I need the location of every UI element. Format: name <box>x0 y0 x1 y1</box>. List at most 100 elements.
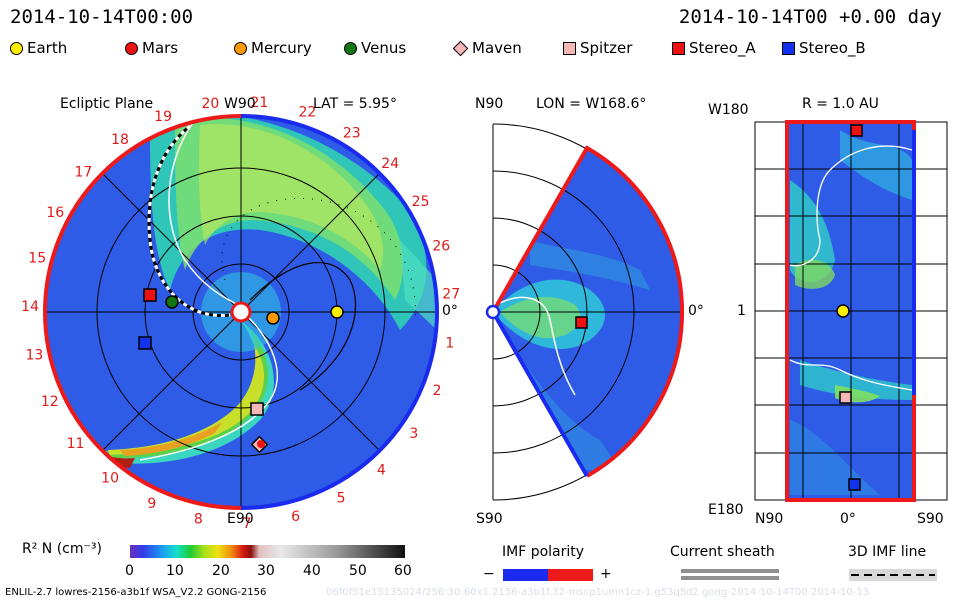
mercury-marker-icon <box>266 311 280 325</box>
legend-stereo-b: Stereo_B <box>782 39 866 57</box>
carrington-tick-9: 9 <box>147 496 156 512</box>
imf-polarity-negative-swatch <box>503 569 548 581</box>
stereo-b-marker-icon <box>138 336 152 350</box>
latitude-label: LAT = 5.95° <box>313 96 397 112</box>
radius-label: R = 1.0 AU <box>802 96 879 112</box>
ecliptic-plane-plot <box>42 114 440 510</box>
colorbar-tick: 60 <box>394 563 412 579</box>
imf-line-swatch <box>849 569 937 581</box>
stereo-a-marker-icon <box>143 288 157 302</box>
mercury-marker-icon <box>234 41 247 55</box>
carrington-tick-18: 18 <box>111 132 129 148</box>
carrington-tick-11: 11 <box>67 436 85 452</box>
colorbar-tick: 40 <box>303 563 321 579</box>
spitzer-marker-icon <box>563 41 576 55</box>
ecliptic-right-label: 0° <box>442 303 458 319</box>
start-time: 2014-10-14T00:00 <box>10 6 194 28</box>
venus-marker-icon <box>344 41 357 55</box>
spitzer-marker-icon <box>839 391 852 404</box>
stereo-a-marker-icon <box>672 41 685 55</box>
stereo-a-marker-icon <box>575 316 588 329</box>
earth-marker-icon <box>10 41 23 55</box>
carrington-tick-21: 21 <box>250 95 268 111</box>
colorbar-tick: 20 <box>212 563 230 579</box>
carrington-tick-24: 24 <box>381 156 399 172</box>
current-time: 2014-10-14T00 +0.00 day <box>678 6 942 28</box>
legend-label: Mercury <box>251 39 312 57</box>
ecliptic-title: Ecliptic Plane <box>60 96 154 112</box>
imf-polarity-plus: + <box>600 566 612 582</box>
legend-label: Stereo_A <box>689 39 756 57</box>
stereo-a-marker-icon <box>850 124 863 137</box>
carrington-tick-6: 6 <box>291 509 300 525</box>
legend-label: Earth <box>27 39 68 57</box>
current-sheath-swatch <box>681 569 779 580</box>
colorbar-tick: 30 <box>257 563 275 579</box>
carrington-tick-14: 14 <box>21 299 39 315</box>
meridional-top-label: N90 <box>475 96 504 112</box>
radial-top-left-label: W180 <box>708 102 749 118</box>
legend-mercury: Mercury <box>234 39 312 57</box>
legend-label: Maven <box>472 39 522 57</box>
carrington-tick-15: 15 <box>28 250 46 266</box>
polarity-ring-negative <box>240 114 440 510</box>
earth-marker-icon <box>330 305 344 319</box>
radial-x-mid-label: 0° <box>840 511 856 527</box>
carrington-tick-10: 10 <box>101 471 119 487</box>
meridional-bottom-label: S90 <box>476 511 503 527</box>
carrington-tick-16: 16 <box>46 205 64 221</box>
carrington-tick-17: 17 <box>74 165 92 181</box>
legend-label: Spitzer <box>580 39 633 57</box>
carrington-tick-12: 12 <box>41 394 59 410</box>
run-info: 06f0f51e15135024/256:30:60x1.2156-a3b1f.… <box>326 587 870 598</box>
radial-x-right-label: S90 <box>917 511 944 527</box>
radial-x-left-label: N90 <box>755 511 784 527</box>
carrington-tick-25: 25 <box>412 194 430 210</box>
carrington-tick-2: 2 <box>433 383 442 399</box>
carrington-tick-23: 23 <box>343 125 361 141</box>
legend-mars: Mars <box>125 39 178 57</box>
carrington-tick-20: 20 <box>201 96 219 112</box>
imf-polarity-minus: − <box>483 566 495 582</box>
radial-mid-left-label: 1 <box>737 303 746 319</box>
sun-icon <box>230 301 252 323</box>
legend-stereo-a: Stereo_A <box>672 39 756 57</box>
legend-earth: Earth <box>10 39 67 57</box>
venus-marker-icon <box>165 295 179 309</box>
current-sheath-label: Current sheath <box>670 544 775 560</box>
carrington-tick-5: 5 <box>337 491 346 507</box>
radial-plane-plot <box>754 120 948 502</box>
earth-marker-icon <box>836 304 850 318</box>
sun-icon <box>485 304 501 320</box>
carrington-tick-13: 13 <box>25 348 43 364</box>
carrington-tick-26: 26 <box>432 239 450 255</box>
colorbar-label: R² N (cm⁻³) <box>22 541 102 557</box>
carrington-tick-22: 22 <box>298 105 316 121</box>
ecliptic-top-label: W90 <box>224 96 256 112</box>
carrington-tick-27: 27 <box>442 287 460 303</box>
carrington-tick-8: 8 <box>194 512 203 528</box>
imf-polarity-positive-swatch <box>548 569 593 581</box>
meridional-current-sheet <box>495 296 576 396</box>
meridional-right-label: 0° <box>688 303 704 319</box>
legend-label: Mars <box>142 39 179 57</box>
longitude-label: LON = W168.6° <box>536 96 647 112</box>
carrington-tick-19: 19 <box>154 109 172 125</box>
carrington-tick-3: 3 <box>409 426 418 442</box>
legend: Earth Mars Mercury Venus Maven Spitzer S… <box>10 38 950 58</box>
legend-spitzer: Spitzer <box>563 39 632 57</box>
legend-venus: Venus <box>344 39 406 57</box>
radial-current-sheet <box>789 145 913 391</box>
stereo-b-marker-icon <box>782 41 795 55</box>
ecliptic-bottom-label: E90 <box>227 511 254 527</box>
model-info: ENLIL-2.7 lowres-2156-a3b1f WSA_V2.2 GON… <box>5 587 267 598</box>
stereo-b-marker-icon <box>848 478 861 491</box>
legend-maven: Maven <box>452 39 522 57</box>
legend-label: Stereo_B <box>799 39 866 57</box>
imf-line-label: 3D IMF line <box>848 544 927 560</box>
radial-bottom-left-label: E180 <box>708 502 744 518</box>
parker-spiral <box>249 262 357 391</box>
spitzer-marker-icon <box>250 402 264 416</box>
density-colorbar <box>130 545 405 558</box>
